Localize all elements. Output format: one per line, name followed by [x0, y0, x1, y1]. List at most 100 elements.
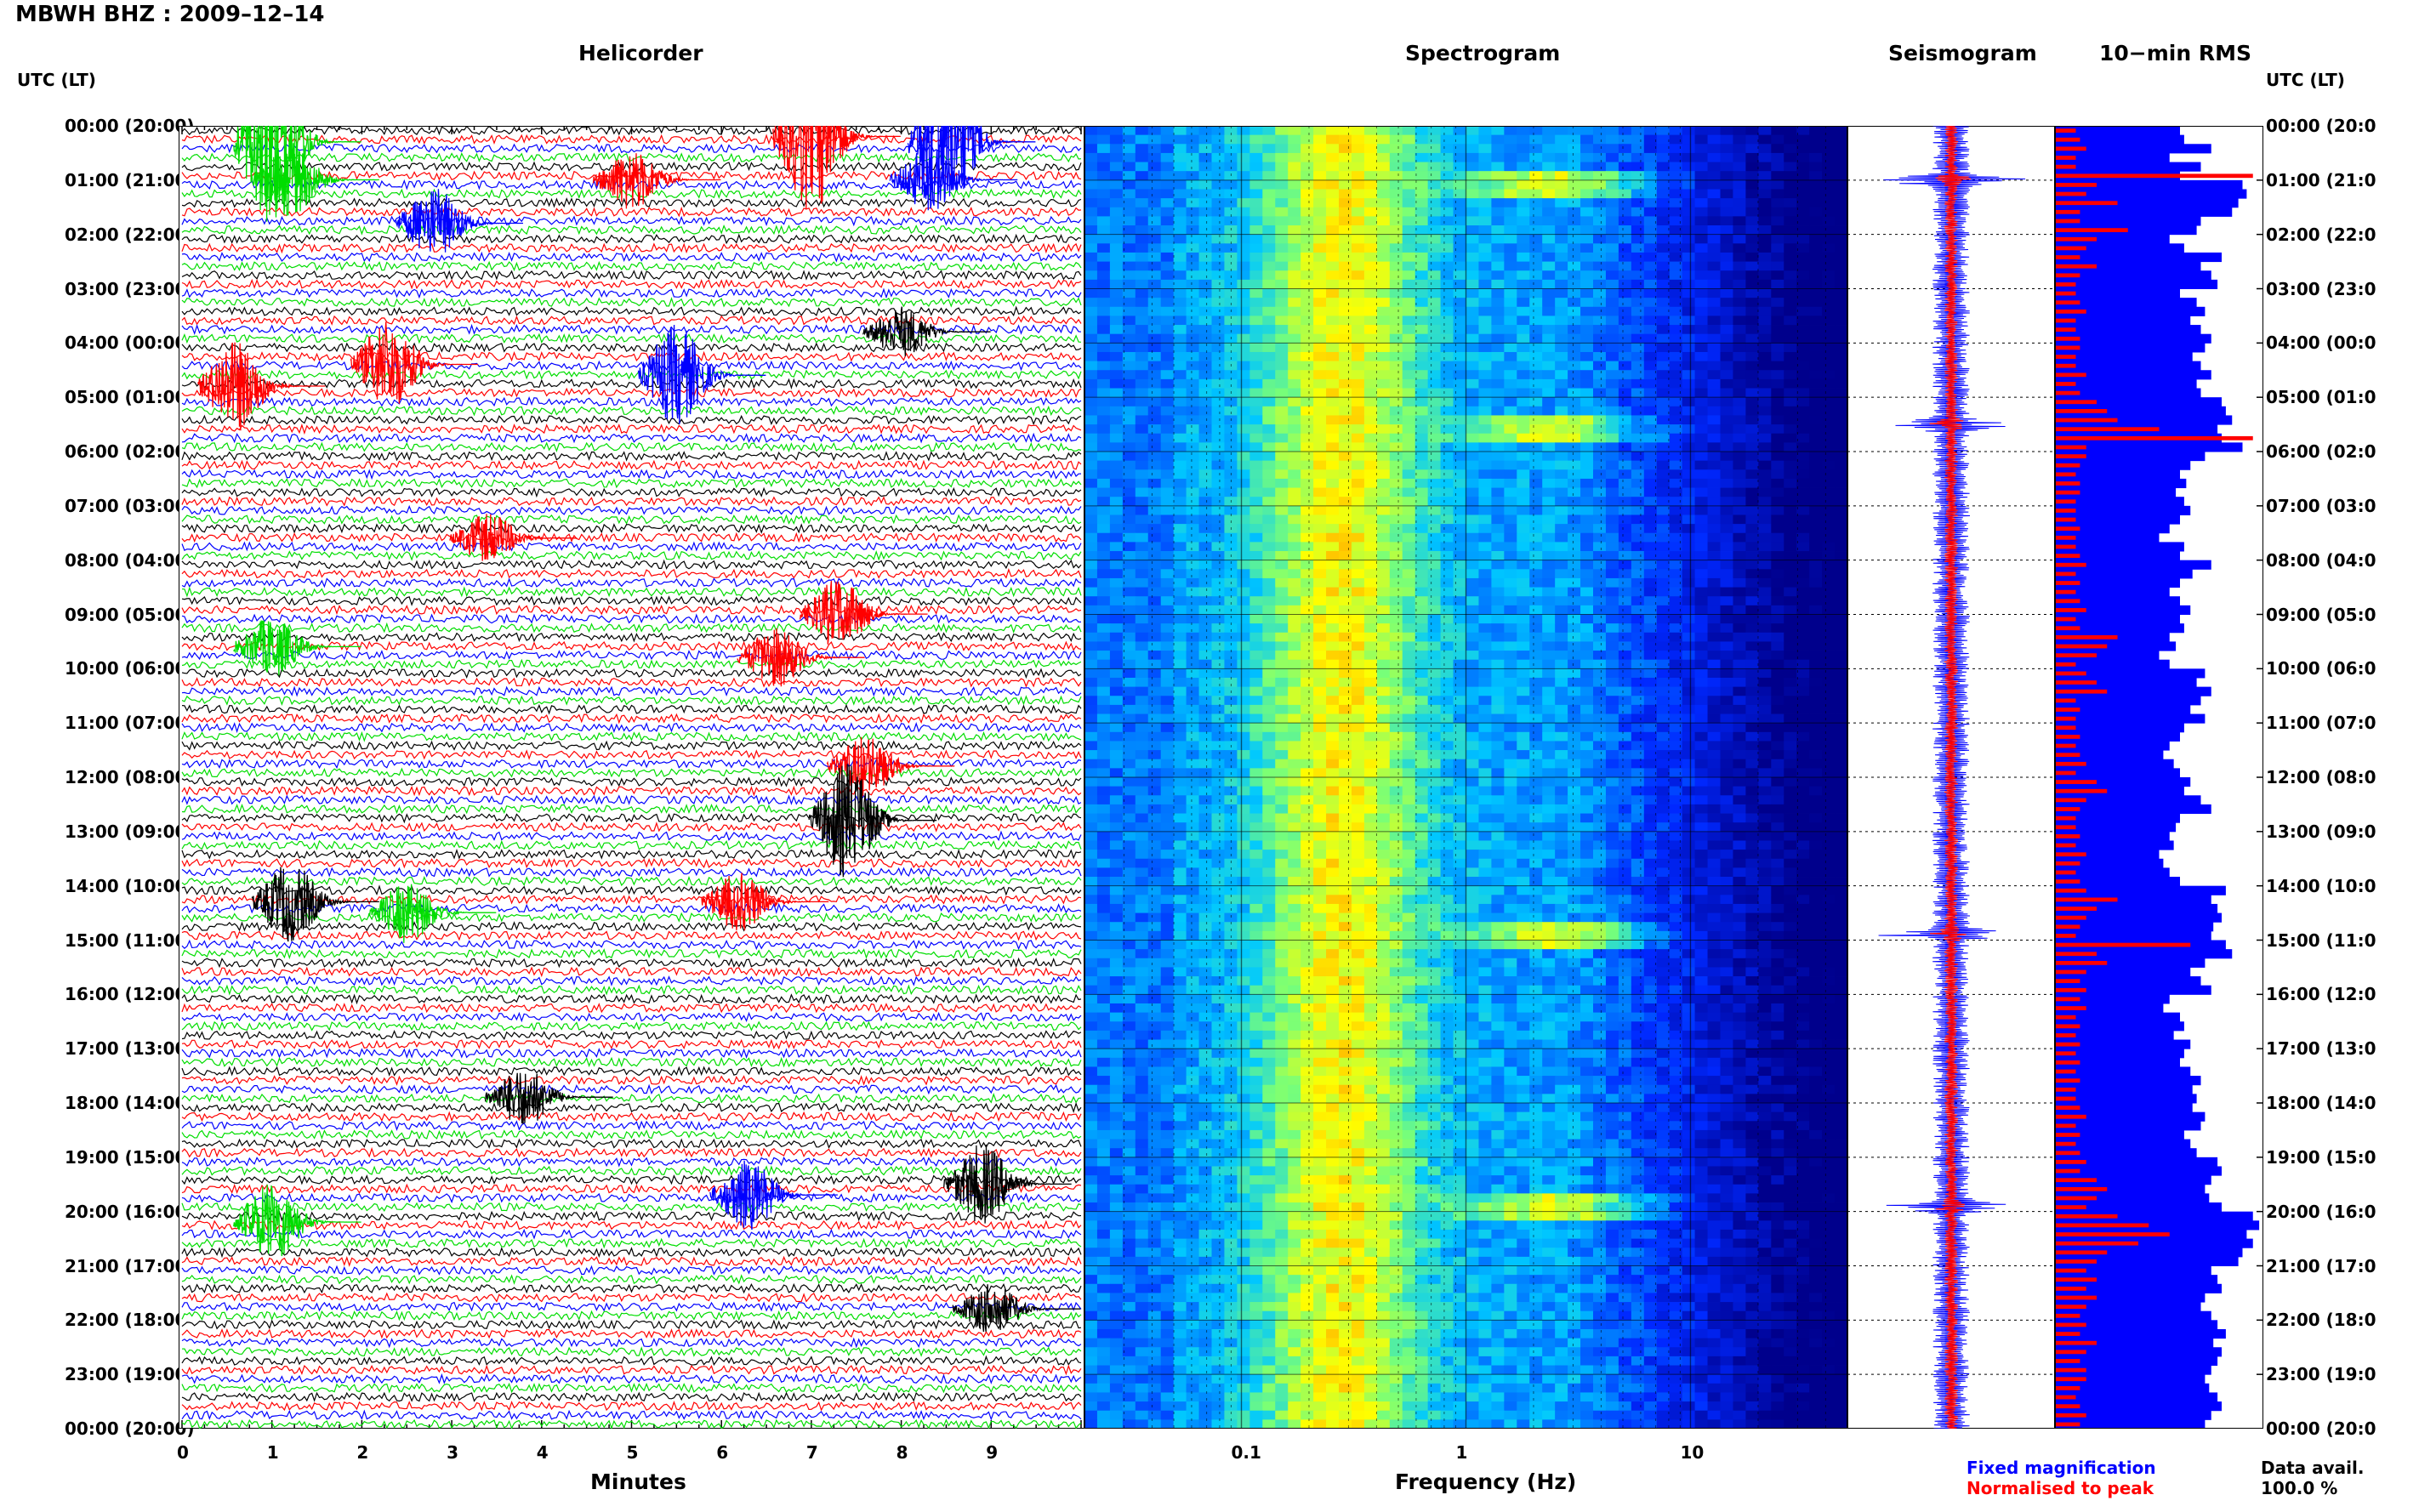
spectrogram-cell — [1720, 343, 1734, 353]
spectrogram-cell — [1160, 777, 1175, 787]
spectrogram-cell — [1529, 605, 1543, 615]
spectrogram-cell — [1669, 542, 1683, 552]
spectrogram-cell — [1262, 713, 1276, 724]
spectrogram-cell — [1682, 677, 1696, 688]
time-label-left: 17:00 (13:00) — [65, 1038, 195, 1060]
spectrogram-cell — [1389, 741, 1403, 751]
spectrogram-cell — [1313, 487, 1327, 497]
spectrogram-cell — [1605, 460, 1619, 470]
spectrogram-cell — [1758, 813, 1772, 823]
spectrogram-cell — [1771, 288, 1784, 298]
spectrogram-cell — [1402, 542, 1416, 552]
spectrogram-cell — [1389, 351, 1403, 362]
spectrogram-cell — [1440, 370, 1454, 380]
spectrogram-cell — [1096, 325, 1111, 335]
spectrogram-cell — [1109, 731, 1124, 742]
spectrogram-cell — [1351, 786, 1365, 796]
spectrogram-cell — [1555, 704, 1568, 714]
spectrogram-cell — [1211, 333, 1226, 344]
spectrogram-cell — [1796, 677, 1810, 688]
spectrogram-cell — [1376, 261, 1391, 271]
spectrogram-cell — [1720, 406, 1734, 416]
spectrogram-cell — [1084, 171, 1098, 181]
spectrogram-cell — [1414, 596, 1429, 606]
spectrogram-cell — [1351, 144, 1365, 154]
helicorder-line — [181, 730, 1082, 742]
spectrogram-cell — [1491, 179, 1505, 190]
spectrogram-cell — [1351, 243, 1365, 253]
spectrogram-cell — [1529, 325, 1543, 335]
spectrogram-cell — [1135, 786, 1149, 796]
spectrogram-cell — [1288, 134, 1301, 145]
spectrogram-cell — [1160, 171, 1175, 181]
helicorder-line — [181, 821, 1082, 833]
spectrogram-cell — [1682, 723, 1696, 733]
spectrogram-cell — [1593, 696, 1607, 706]
spectrogram-cell — [1504, 569, 1517, 579]
spectrogram-cell — [1440, 614, 1454, 624]
spectrogram-cell — [1186, 668, 1200, 679]
spectrogram-cell — [1198, 759, 1213, 769]
spectrogram-cell — [1453, 370, 1467, 380]
spectrogram-cell — [1618, 497, 1632, 507]
spectrogram-cell — [1733, 497, 1746, 507]
spectrogram-cell — [1580, 370, 1594, 380]
spectrogram-cell — [1491, 768, 1505, 778]
spectrogram-cell — [1796, 704, 1810, 714]
spectrogram-cell — [1517, 343, 1530, 353]
spectrogram-cell — [1656, 596, 1671, 606]
spectrogram-cell — [1363, 786, 1378, 796]
spectrogram-cell — [1389, 505, 1403, 515]
helicorder-event — [826, 736, 955, 797]
spectrogram-cell — [1568, 777, 1581, 787]
spectrogram-cell — [1707, 569, 1722, 579]
spectrogram-cell — [1160, 198, 1175, 208]
spectrogram-cell — [1160, 704, 1175, 714]
spectrogram-cell — [1440, 731, 1454, 742]
spectrogram-cell — [1363, 713, 1378, 724]
spectrogram-cell — [1643, 560, 1658, 570]
spectrogram-cell — [1109, 452, 1124, 462]
spectrogram-cell — [1784, 333, 1797, 344]
spectrogram-cell — [1835, 442, 1847, 452]
helicorder-line — [181, 1319, 1082, 1330]
spectrogram-cell — [1084, 532, 1098, 543]
spectrogram-cell — [1288, 126, 1301, 136]
spectrogram-cell — [1555, 460, 1568, 470]
spectrogram-cell — [1147, 478, 1162, 488]
spectrogram-cell — [1466, 659, 1480, 669]
spectrogram-cell — [1809, 361, 1823, 371]
spectrogram-cell — [1593, 524, 1607, 534]
spectrogram-cell — [1326, 632, 1340, 642]
spectrogram-cell — [1147, 406, 1162, 416]
spectrogram-cell — [1237, 397, 1250, 407]
spectrogram-cell — [1237, 505, 1250, 515]
spectrogram-cell — [1504, 162, 1517, 172]
spectrogram-cell — [1363, 569, 1378, 579]
spectrogram-cell — [1339, 813, 1352, 823]
spectrogram-cell — [1301, 497, 1314, 507]
spectrogram-cell — [1198, 542, 1213, 552]
spectrogram-cell — [1211, 641, 1226, 651]
spectrogram-cell — [1135, 325, 1149, 335]
spectrogram-cell — [1568, 487, 1581, 497]
spectrogram-cell — [1453, 162, 1467, 172]
helicorder-traces — [181, 126, 1082, 1429]
spectrogram-cell — [1669, 378, 1683, 389]
spectrogram-cell — [1466, 569, 1480, 579]
spectrogram-cell — [1555, 777, 1568, 787]
spectrogram-cell — [1643, 542, 1658, 552]
spectrogram-cell — [1542, 216, 1556, 226]
spectrogram-cell — [1288, 677, 1301, 688]
spectrogram-cell — [1122, 750, 1136, 760]
spectrogram-cell — [1096, 569, 1111, 579]
spectrogram-cell — [1707, 551, 1722, 561]
spectrogram-cell — [1618, 207, 1632, 217]
spectrogram-cell — [1440, 225, 1454, 236]
spectrogram-cell — [1211, 596, 1226, 606]
spectrogram-cell — [1555, 325, 1568, 335]
helicorder-line — [181, 233, 1082, 245]
helicorder-line — [181, 1003, 1082, 1014]
spectrogram-cell — [1160, 234, 1175, 244]
spectrogram-cell — [1453, 587, 1467, 597]
